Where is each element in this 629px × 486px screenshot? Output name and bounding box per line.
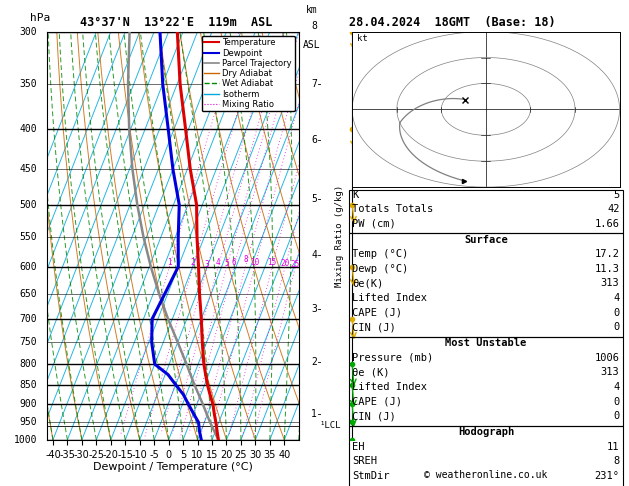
Text: 10: 10 [250,258,259,267]
Text: 4: 4 [613,382,620,392]
Text: 0: 0 [613,411,620,421]
Text: 650: 650 [19,289,37,299]
Text: 450: 450 [19,164,37,174]
Text: 15: 15 [267,258,277,267]
Text: SREH: SREH [352,456,377,467]
Text: 231°: 231° [594,471,620,481]
Text: 1000: 1000 [14,435,37,445]
Text: 500: 500 [19,200,37,210]
Text: kt: kt [357,34,367,43]
Text: 0: 0 [613,308,620,318]
Text: 0: 0 [613,397,620,407]
Legend: Temperature, Dewpoint, Parcel Trajectory, Dry Adiabat, Wet Adiabat, Isotherm, Mi: Temperature, Dewpoint, Parcel Trajectory… [202,36,294,111]
Text: Lifted Index: Lifted Index [352,293,427,303]
Text: hPa: hPa [30,14,50,23]
Text: Surface: Surface [464,235,508,245]
Text: 700: 700 [19,314,37,324]
Text: 6: 6 [231,258,237,266]
Text: ¹LCL: ¹LCL [320,421,342,431]
Text: θe(K): θe(K) [352,278,384,289]
Text: Lifted Index: Lifted Index [352,382,427,392]
Text: 25: 25 [290,260,299,269]
Text: Temp (°C): Temp (°C) [352,249,408,260]
Text: 8: 8 [244,255,248,264]
Text: ASL: ASL [303,40,320,50]
Text: Hodograph: Hodograph [458,427,514,437]
Text: 900: 900 [19,399,37,409]
Text: 313: 313 [601,367,620,378]
Text: 4: 4 [216,258,221,267]
Text: 11.3: 11.3 [594,264,620,274]
Text: 2: 2 [191,258,195,267]
Text: θe (K): θe (K) [352,367,390,378]
Text: 42: 42 [607,204,620,214]
Text: 6: 6 [311,135,317,145]
Text: Dewp (°C): Dewp (°C) [352,264,408,274]
Text: CAPE (J): CAPE (J) [352,308,402,318]
Text: 2: 2 [311,357,317,367]
Text: 7: 7 [311,79,317,89]
Text: 750: 750 [19,337,37,347]
Text: 11: 11 [607,442,620,452]
Text: Totals Totals: Totals Totals [352,204,433,214]
Text: 1: 1 [311,410,317,419]
Text: 28.04.2024  18GMT  (Base: 18): 28.04.2024 18GMT (Base: 18) [349,16,555,29]
Text: 313: 313 [601,278,620,289]
Text: Mixing Ratio (g/kg): Mixing Ratio (g/kg) [335,185,344,287]
Text: 8: 8 [613,456,620,467]
Text: 5: 5 [613,190,620,200]
Text: Most Unstable: Most Unstable [445,338,526,348]
Text: PW (cm): PW (cm) [352,219,396,229]
Text: 5: 5 [224,259,229,268]
Text: K: K [352,190,359,200]
Text: 5: 5 [311,194,317,204]
Text: CAPE (J): CAPE (J) [352,397,402,407]
Text: CIN (J): CIN (J) [352,411,396,421]
Text: CIN (J): CIN (J) [352,322,396,332]
Text: 1: 1 [167,258,172,267]
Text: 4: 4 [311,250,317,260]
Text: 20: 20 [280,259,289,268]
Text: 43°37'N  13°22'E  119m  ASL: 43°37'N 13°22'E 119m ASL [80,16,272,29]
Text: EH: EH [352,442,365,452]
X-axis label: Dewpoint / Temperature (°C): Dewpoint / Temperature (°C) [93,462,253,472]
Text: 3: 3 [311,304,317,314]
Text: 400: 400 [19,124,37,134]
Text: 550: 550 [19,232,37,242]
Text: 350: 350 [19,79,37,89]
Text: 8: 8 [311,21,317,31]
Text: km: km [306,5,317,15]
Text: 0: 0 [613,322,620,332]
Text: 3: 3 [204,260,209,269]
Text: 1.66: 1.66 [594,219,620,229]
Text: 800: 800 [19,359,37,369]
Text: 17.2: 17.2 [594,249,620,260]
Text: 600: 600 [19,261,37,272]
Text: 4: 4 [613,293,620,303]
Text: Pressure (mb): Pressure (mb) [352,353,433,363]
Text: StmDir: StmDir [352,471,390,481]
Text: 950: 950 [19,417,37,428]
Text: 850: 850 [19,380,37,390]
Text: 300: 300 [19,27,37,36]
Text: © weatheronline.co.uk: © weatheronline.co.uk [424,470,548,480]
Text: 1006: 1006 [594,353,620,363]
